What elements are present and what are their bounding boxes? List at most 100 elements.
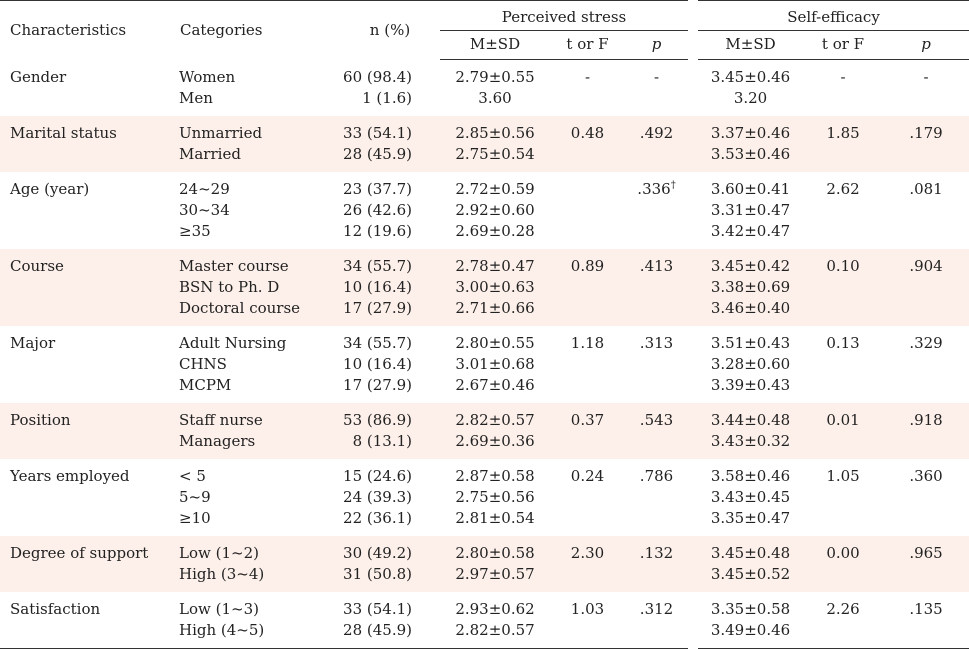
category-label: 5~9 xyxy=(179,488,211,506)
stress-t-cell: 0.89 xyxy=(550,249,625,326)
efficacy-msd-value: 3.20 xyxy=(733,89,768,107)
stress-msd-value: 2.82±0.57 xyxy=(455,621,535,639)
stress-p-value: .786 xyxy=(639,467,674,485)
stress-t-cell: 2.30 xyxy=(550,536,625,592)
categories-cell: Adult Nursing CHNS MCPM xyxy=(170,326,340,403)
n-percent-value: 23 (37.7) xyxy=(343,180,412,198)
stress-msd-value: 2.85±0.56 xyxy=(455,124,535,142)
table-row: Degree of support Low (1~2) High (3~4) 30 (… xyxy=(0,536,969,592)
stress-msd-value: 2.69±0.28 xyxy=(455,222,535,240)
efficacy-t-cell: 2.26 xyxy=(803,592,884,649)
efficacy-p-cell: .965 xyxy=(883,536,969,592)
efficacy-msd-cell: 3.44±0.48 3.43±0.32 xyxy=(693,403,804,459)
stress-msd-value: 2.75±0.56 xyxy=(455,488,535,506)
efficacy-t-cell: 0.13 xyxy=(803,326,883,403)
efficacy-t-value: 0.10 xyxy=(826,257,860,275)
efficacy-msd-cell: 3.60±0.41 3.31±0.47 3.42±0.47 xyxy=(693,172,803,249)
category-label: < 5 xyxy=(179,467,206,485)
table-row: Major Adult Nursing CHNS MCPM 34 (55.7) 10 (1… xyxy=(0,326,969,403)
efficacy-p-cell: .135 xyxy=(883,592,969,649)
stress-t-cell xyxy=(550,172,625,249)
stress-t-cell: 1.18 xyxy=(550,326,625,403)
efficacy-t-value: 1.85 xyxy=(826,124,860,142)
stress-msd-value: 2.75±0.54 xyxy=(455,145,535,163)
efficacy-t-cell: 0.00 xyxy=(803,536,884,592)
stress-msd-cell: 2.79±0.55 3.60 xyxy=(440,60,550,117)
header-stress-msd: M±SD xyxy=(440,30,550,60)
n-percent-cell: 15 (24.6) 24 (39.3) 22 (36.1) xyxy=(340,459,440,536)
efficacy-msd-value: 3.45±0.42 xyxy=(710,257,791,275)
efficacy-p-value: .360 xyxy=(909,467,943,485)
efficacy-p-cell: .904 xyxy=(883,249,969,326)
n-percent-cell: 33 (54.1) 28 (45.9) xyxy=(340,592,440,649)
header-self-efficacy: Self-efficacy xyxy=(693,0,969,31)
efficacy-p-value: - xyxy=(923,68,929,86)
stress-msd-cell: 2.72±0.59 2.92±0.60 2.69±0.28 xyxy=(440,172,550,249)
category-label: Adult Nursing xyxy=(179,334,287,352)
characteristic-label: Degree of support xyxy=(10,544,149,562)
stress-t-cell: 0.48 xyxy=(550,116,625,172)
stress-p-wrapper: .786 xyxy=(626,466,687,487)
n-percent-cell: 53 (86.9) 8 (13.1) xyxy=(340,403,440,459)
header-perceived-stress: Perceived stress xyxy=(440,0,694,31)
efficacy-t-value: 1.05 xyxy=(826,467,860,485)
stress-msd-cell: 2.93±0.62 2.82±0.57 xyxy=(440,592,550,649)
stress-msd-value: 2.69±0.36 xyxy=(455,432,535,450)
stress-p-cell: .543 xyxy=(625,403,694,459)
n-percent-value: 30 (49.2) xyxy=(343,544,412,562)
stress-p-value: - xyxy=(653,68,660,86)
stress-t-value: - xyxy=(584,68,591,86)
efficacy-t-cell: 1.85 xyxy=(803,116,884,172)
stress-t-value: 2.30 xyxy=(570,544,605,562)
header-categories: Categories xyxy=(170,0,340,60)
efficacy-p-value: .965 xyxy=(909,544,943,562)
category-label: 30~34 xyxy=(179,201,230,219)
efficacy-p-value: .081 xyxy=(909,180,943,198)
stress-msd-cell: 2.82±0.57 2.69±0.36 xyxy=(440,403,550,459)
categories-cell: Low (1~3) High (4~5) xyxy=(170,592,340,649)
efficacy-msd-value: 3.35±0.47 xyxy=(710,509,791,527)
stress-p-wrapper: .413 xyxy=(626,256,687,277)
efficacy-msd-value: 3.37±0.46 xyxy=(710,124,791,142)
efficacy-t-value: 2.26 xyxy=(826,600,860,618)
category-label: MCPM xyxy=(179,376,232,394)
stress-msd-value: 2.87±0.58 xyxy=(455,467,535,485)
efficacy-msd-value: 3.28±0.60 xyxy=(710,355,791,373)
header-characteristics: Characteristics xyxy=(0,0,170,60)
category-label: BSN to Ph. D xyxy=(179,278,280,296)
category-label: Doctoral course xyxy=(179,299,301,317)
stress-msd-cell: 2.80±0.58 2.97±0.57 xyxy=(440,536,550,592)
stress-t-value: 0.48 xyxy=(570,124,605,142)
category-label: Managers xyxy=(179,432,256,450)
efficacy-t-cell: 1.05 xyxy=(803,459,883,536)
stress-p-cell: .786 xyxy=(625,459,693,536)
stress-t-value: 0.24 xyxy=(570,467,605,485)
n-percent-value: 8 (13.1) xyxy=(352,432,412,450)
table-row: Marital status Unmarried Married 33 (54.1) 2… xyxy=(0,116,969,172)
efficacy-p-cell: .329 xyxy=(883,326,969,403)
efficacy-p-value: .179 xyxy=(909,124,943,142)
stress-msd-value: 2.82±0.57 xyxy=(455,411,535,429)
stress-msd-value: 3.00±0.63 xyxy=(455,278,535,296)
efficacy-t-cell: - xyxy=(803,60,883,117)
stress-t-value: 0.89 xyxy=(570,257,605,275)
n-percent-value: 10 (16.4) xyxy=(343,278,412,296)
n-percent-cell: 23 (37.7) 26 (42.6) 12 (19.6) xyxy=(340,172,440,249)
efficacy-msd-value: 3.43±0.45 xyxy=(710,488,791,506)
n-percent-cell: 60 (98.4) 1 (1.6) xyxy=(340,60,440,117)
n-percent-value: 17 (27.9) xyxy=(343,299,412,317)
stress-msd-value: 2.80±0.58 xyxy=(455,544,535,562)
category-label: Married xyxy=(179,145,241,163)
table-body: Gender Women Men 60 (98.4) 1 (1.6) 2.79±0.55 3… xyxy=(0,60,969,649)
n-percent-value: 15 (24.6) xyxy=(343,467,412,485)
n-percent-value: 1 (1.6) xyxy=(362,88,412,107)
characteristic-cell: Course xyxy=(0,249,170,326)
categories-cell: Master course BSN to Ph. D Doctoral course xyxy=(170,249,340,326)
characteristic-label: Gender xyxy=(10,67,67,86)
categories-cell: < 5 5~9 ≥10 xyxy=(170,459,340,536)
category-label: Men xyxy=(179,88,213,107)
stress-msd-value: 2.93±0.62 xyxy=(455,600,535,618)
stress-t-value: 1.18 xyxy=(570,334,605,352)
efficacy-p-cell: .360 xyxy=(883,459,969,536)
